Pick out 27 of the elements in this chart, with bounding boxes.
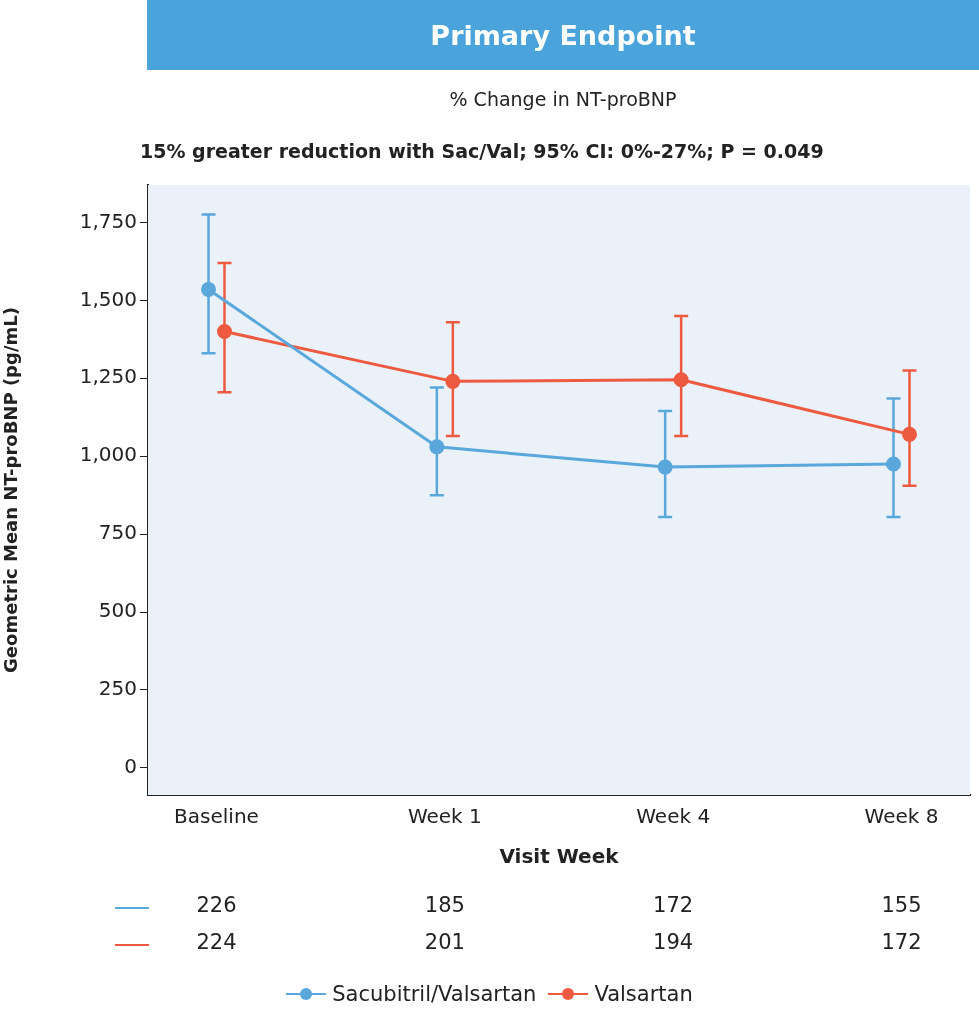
text: 172 (653, 893, 694, 917)
y-tick-label: 1,000 (79, 442, 137, 467)
text: 172 (881, 930, 922, 954)
x-tick-label: Week 8 (864, 804, 939, 829)
y-tick-label: 750 (98, 520, 137, 545)
text: 226 (196, 893, 237, 917)
x-tick-label: Baseline (174, 804, 259, 829)
text: 185 (424, 893, 465, 917)
y-tick-label: 250 (98, 676, 137, 701)
text: 224 (196, 930, 237, 954)
text: 15% greater reduction with Sac/Val; 95% CI: 0%-27%; P = 0.049 (140, 140, 825, 162)
x-tick-label: Week 1 (407, 804, 482, 829)
y-tick-label: 1,250 (79, 364, 137, 389)
legend-label: Valsartan (594, 982, 693, 1006)
y-tick-label: 1,500 (79, 286, 137, 311)
x-tick-label: Week 4 (636, 804, 711, 829)
chart-title: Primary Endpoint (147, 0, 979, 70)
y-tick-label: 500 (98, 598, 137, 623)
chart-subtitle: % Change in NT-proBNP (448, 88, 678, 110)
y-tick-label: 0 (124, 754, 137, 779)
text: 194 (653, 930, 694, 954)
text: 155 (881, 893, 922, 917)
y-tick-label: 1,750 (79, 208, 137, 233)
y-axis-title: Geometric Mean NT-proBNP (pg/mL) (0, 307, 22, 673)
legend-label: Sacubitril/Valsartan (332, 982, 537, 1006)
x-axis-title: Visit Week (499, 844, 620, 869)
text: 201 (424, 930, 465, 954)
